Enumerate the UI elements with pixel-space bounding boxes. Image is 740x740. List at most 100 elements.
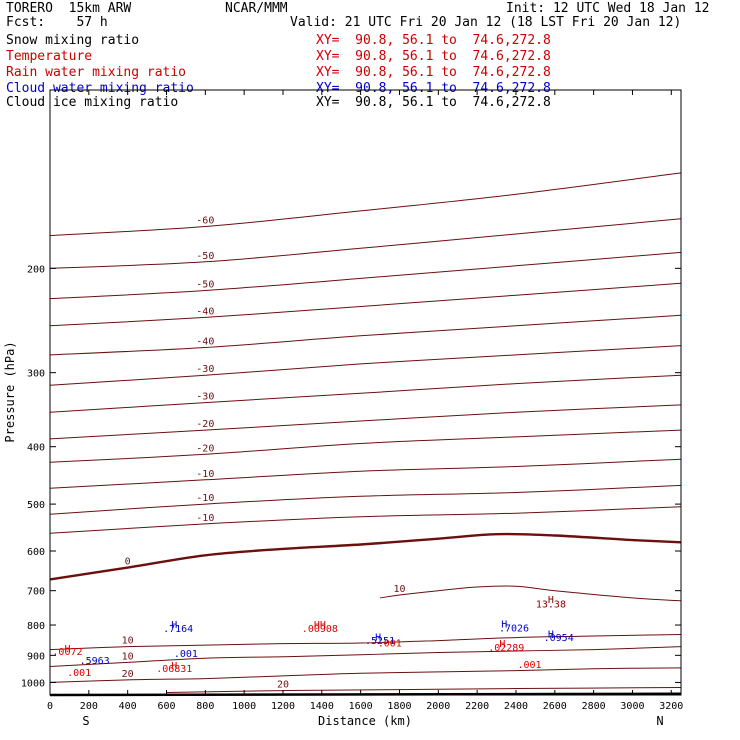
isotherm-label: -40 <box>196 336 214 347</box>
isotherm-label: -40 <box>196 306 214 317</box>
init-time: Init: 12 UTC Wed 18 Jan 12 <box>506 1 710 16</box>
y-tick-label: 800 <box>27 621 45 632</box>
y-tick-label: 200 <box>27 264 45 275</box>
y-axis-title: Pressure (hPa) <box>3 341 17 442</box>
forecast-hour: Fcst: 57 h <box>6 15 108 30</box>
isotherm-label: 0 <box>125 557 131 568</box>
isotherm-minus10 <box>49 484 682 515</box>
x-tick-label: 1400 <box>310 701 334 712</box>
x-tick-label: 2600 <box>543 701 567 712</box>
annotation-cloud: H <box>548 630 554 641</box>
legend-xs-temperature: XY= 90.8, 56.1 to 74.6,272.8 <box>316 49 551 64</box>
isotherm-label: -60 <box>196 216 214 227</box>
isotherm-label: -30 <box>196 392 214 403</box>
isotherm-minus50 <box>49 218 682 269</box>
x-tick-label: 2200 <box>465 701 489 712</box>
annotation-cloud: .001 <box>174 649 198 660</box>
y-tick-label: 900 <box>27 651 45 662</box>
isotherm-minus40 <box>49 282 682 327</box>
annotation-rain: H <box>171 661 177 672</box>
x-tick-label: 3000 <box>620 701 644 712</box>
y-tick-label: 400 <box>27 443 45 454</box>
isotherm-label: -20 <box>196 443 214 454</box>
x-tick-label: 800 <box>196 701 214 712</box>
model-title: TORERO 15km ARW <box>6 1 132 16</box>
isotherm-label: 10 <box>393 584 405 595</box>
annotation-rain: H <box>499 639 505 650</box>
isotherm-minus10 <box>49 506 682 534</box>
x-tick-label: 600 <box>157 701 175 712</box>
annotation-cloud: H <box>171 620 177 631</box>
isotherm-label: -10 <box>196 493 214 504</box>
x-tick-label: 0 <box>47 701 53 712</box>
y-tick-label: 300 <box>27 369 45 380</box>
annotation-cloud: .0954 <box>544 633 574 644</box>
plot-frame <box>49 89 682 696</box>
isotherm-label: -50 <box>196 280 214 291</box>
legend-label-cloud-ice: Cloud ice mixing ratio <box>6 95 179 110</box>
isotherm-label: -10 <box>196 513 214 524</box>
legend-xs-cloud-water: XY= 90.8, 56.1 to 74.6,272.8 <box>316 81 551 96</box>
annotation-rain: .0072 <box>52 647 82 658</box>
isotherm-label: 20 <box>122 669 134 680</box>
annotation-cloud: .7026 <box>499 623 529 634</box>
legend-label-snow: Snow mixing ratio <box>6 33 140 48</box>
annotation-rain: .001 <box>378 639 402 650</box>
x-tick-label: 400 <box>119 701 137 712</box>
isotherm-minus20 <box>49 404 682 440</box>
x-tick-label: 2000 <box>426 701 450 712</box>
isotherm-20 <box>166 687 682 693</box>
isotherm-label: -50 <box>196 251 214 262</box>
isotherm-label: -30 <box>196 364 214 375</box>
annotation-rain: H <box>64 644 70 655</box>
annotation-cloud: H <box>375 633 381 644</box>
annotation-rain: .06831 <box>156 664 192 675</box>
isotherm-minus60 <box>49 172 682 236</box>
isotherm-minus50 <box>49 251 682 300</box>
isotherm-20 <box>49 667 682 683</box>
isotherm-minus20 <box>49 429 682 463</box>
isotherm-10 <box>380 585 682 602</box>
x-tick-label: 3200 <box>659 701 683 712</box>
x-tick-label: 1000 <box>232 701 256 712</box>
annotation-rain: .00908 <box>302 624 338 635</box>
annotation-rain: .02289 <box>488 643 524 654</box>
isotherm-10 <box>49 646 682 667</box>
isotherm-label: 10 <box>122 636 134 647</box>
isotherm-label: -20 <box>196 419 214 430</box>
legend-xs-cloud-ice: XY= 90.8, 56.1 to 74.6,272.8 <box>316 95 551 110</box>
isotherm-minus30 <box>49 374 682 413</box>
x-tick-label: 2400 <box>504 701 528 712</box>
center-title: NCAR/MMM <box>225 1 288 16</box>
isotherm-minus30 <box>49 345 682 386</box>
x-tick-label: 1200 <box>271 701 295 712</box>
legend-label-temperature: Temperature <box>6 49 93 64</box>
annotation-rain: .001 <box>518 660 542 671</box>
isotherm-minus10 <box>49 458 682 489</box>
valid-time: Valid: 21 UTC Fri 20 Jan 12 (18 LST Fri … <box>290 15 682 30</box>
annotation-rain: HH <box>314 620 326 631</box>
annotation-temperature: H <box>548 595 554 606</box>
x-tick-label: 200 <box>80 701 98 712</box>
x-axis-start-label: S <box>82 714 89 728</box>
isotherm-10 <box>49 634 682 651</box>
y-tick-label: 600 <box>27 547 45 558</box>
legend-label-rain: Rain water mixing ratio <box>6 65 187 80</box>
annotation-cloud: .5251 <box>365 636 395 647</box>
legend-label-cloud-water: Cloud water mixing ratio <box>6 81 194 96</box>
isotherm-0 <box>49 532 682 581</box>
annotation-rain: .001 <box>67 668 91 679</box>
x-tick-label: 1600 <box>349 701 373 712</box>
isotherm-label: -10 <box>196 469 214 480</box>
annotation-cloud: .7164 <box>163 624 193 635</box>
y-tick-label: 500 <box>27 500 45 511</box>
y-tick-label: 1000 <box>21 678 45 689</box>
y-tick-label: 700 <box>27 587 45 598</box>
x-tick-label: 2800 <box>582 701 606 712</box>
x-axis-end-label: N <box>656 714 663 728</box>
annotation-cloud: H <box>501 620 507 631</box>
annotation-cloud: .5963 <box>80 656 110 667</box>
x-axis-title: Distance (km) <box>318 714 412 728</box>
legend-xs-snow: XY= 90.8, 56.1 to 74.6,272.8 <box>316 33 551 48</box>
